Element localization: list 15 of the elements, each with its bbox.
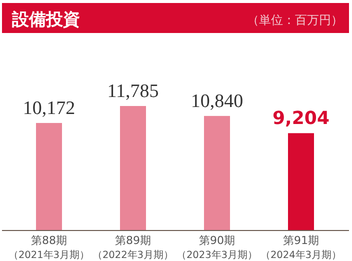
data-label: 10,172 [22, 98, 76, 119]
x-tick-label: 第89期（2022年3月期） [92, 234, 174, 261]
bar [204, 116, 230, 230]
data-label: 9,204 [272, 108, 330, 130]
chart-subtitle: （単位：百万円） [247, 13, 343, 27]
chart-title: 設備投資 [11, 10, 80, 30]
bar [120, 106, 146, 230]
x-tick-label: 第88期（2021年3月期） [8, 234, 90, 261]
x-tick-label: 第90期（2023年3月期） [176, 234, 258, 261]
x-tick-label: 第91期（2024年3月期） [260, 234, 342, 261]
bar [288, 133, 314, 230]
header: 設備投資 （単位：百万円） [2, 3, 349, 33]
data-label: 11,785 [107, 81, 159, 102]
bar [36, 122, 62, 230]
data-label: 10,840 [190, 90, 244, 112]
